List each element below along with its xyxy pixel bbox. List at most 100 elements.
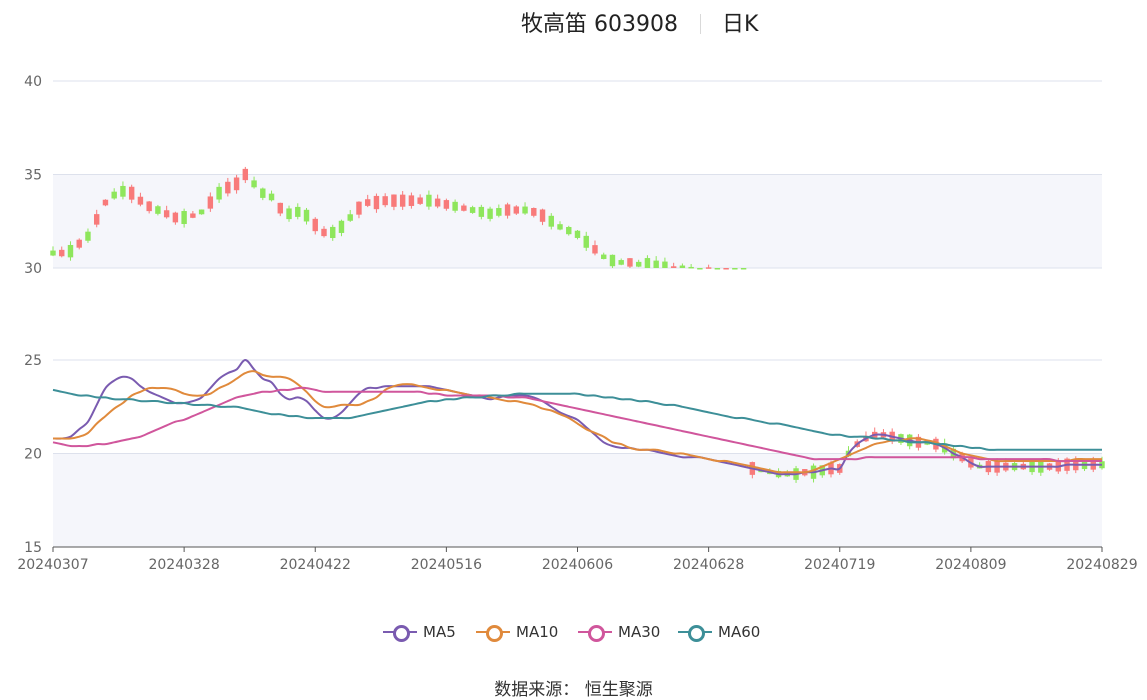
candle-body (347, 214, 353, 221)
ma-line-ma30 (52, 386, 1102, 463)
candle-body (705, 267, 712, 269)
candle-body (670, 266, 677, 268)
candle-body (478, 206, 485, 217)
candle-body (76, 239, 82, 248)
candle-body (111, 191, 117, 199)
legend: MA5 MA10 MA30 MA60 (0, 620, 1147, 644)
candle-body (417, 197, 423, 204)
x-tick-label: 20240516 (411, 557, 482, 573)
legend-symbol (678, 622, 712, 642)
x-tick-label: 20240606 (542, 557, 613, 573)
candle-body (531, 208, 537, 216)
legend-item-ma5[interactable]: MA5 (383, 620, 456, 644)
y-tick-label: 15 (24, 540, 42, 556)
candle-body (592, 245, 598, 254)
x-tick-label: 20240307 (17, 557, 88, 573)
candle-body (198, 209, 205, 215)
candle-body (207, 196, 214, 209)
x-tick-label: 20240719 (804, 557, 875, 573)
candle-body (635, 261, 642, 267)
candle-body (286, 208, 292, 220)
band-lower (53, 453, 1102, 547)
candle-body (434, 198, 441, 207)
y-tick-label: 25 (24, 353, 42, 369)
candle-body (644, 258, 651, 268)
candle-body (522, 206, 528, 214)
candle-body (504, 204, 511, 216)
candle-body (487, 208, 493, 219)
moving-average-lines (52, 358, 1102, 476)
candle-body (723, 268, 729, 270)
candle-body (373, 195, 380, 210)
grid-lines (53, 80, 1102, 454)
candle-body (155, 206, 161, 214)
candle-body (461, 205, 467, 211)
candle-body (452, 201, 458, 211)
x-tick-label: 20240829 (1066, 557, 1137, 573)
candle-body (601, 254, 607, 259)
legend-label: MA30 (618, 623, 661, 641)
candle-body (679, 265, 686, 268)
pane-backgrounds (53, 81, 1102, 547)
candle-body (740, 268, 747, 270)
candle-body (548, 215, 554, 227)
candle-body (242, 168, 249, 181)
candle-body (233, 177, 240, 191)
candle-body (618, 260, 624, 265)
candle-body (356, 201, 362, 215)
candle-body (653, 260, 659, 268)
candle-body (469, 207, 476, 213)
candle-body (408, 195, 415, 206)
ma-line-ma60 (52, 388, 1102, 451)
candle-body (163, 210, 170, 218)
legend-marker (393, 625, 410, 642)
candle-body (443, 200, 450, 209)
candle-body (338, 220, 345, 233)
candle-body (260, 188, 266, 198)
x-tick-label: 20240328 (148, 557, 219, 573)
legend-symbol (383, 622, 417, 642)
candle-body (574, 230, 581, 238)
candle-body (50, 250, 56, 256)
y-tick-label: 35 (24, 168, 42, 184)
legend-item-ma30[interactable]: MA30 (578, 620, 660, 644)
legend-symbol (578, 622, 612, 642)
candle-body (295, 206, 301, 217)
candle-body (181, 211, 187, 225)
candle-body (627, 258, 633, 267)
candle-body (120, 185, 126, 197)
candle-body (583, 235, 589, 248)
candle-body (85, 231, 91, 241)
band-lower (53, 174, 1102, 268)
candle-body (146, 201, 152, 212)
candle-body (190, 213, 196, 218)
candle-body (251, 180, 257, 188)
y-tick-label: 40 (24, 74, 42, 90)
candle-body (277, 202, 283, 214)
candle-body (225, 181, 231, 194)
candle-body (67, 244, 74, 258)
x-tick-label: 20240422 (280, 557, 351, 573)
candle-body (513, 206, 520, 214)
candle-body (382, 196, 388, 206)
candle-body (93, 214, 100, 225)
y-axis-labels: 30 35 40 15 20 25 (24, 74, 42, 556)
candle-body (426, 194, 432, 207)
candle-body (714, 268, 721, 270)
legend-item-ma10[interactable]: MA10 (476, 620, 558, 644)
candle-body (312, 218, 318, 232)
candle-body (102, 199, 109, 206)
legend-item-ma60[interactable]: MA60 (678, 620, 760, 644)
candle-body (128, 186, 135, 200)
title-divider (700, 14, 701, 34)
band-upper (53, 81, 1102, 175)
candle-body (732, 268, 738, 270)
candle-body (697, 268, 703, 270)
chart-title-bar: 牧高笛 603908 日K (0, 6, 1147, 40)
candle-body (539, 209, 546, 222)
candle-body (662, 261, 668, 268)
y-tick-label: 20 (24, 447, 42, 463)
x-tick-label: 20240628 (673, 557, 744, 573)
legend-label: MA60 (718, 623, 761, 641)
candle-body (268, 193, 275, 201)
